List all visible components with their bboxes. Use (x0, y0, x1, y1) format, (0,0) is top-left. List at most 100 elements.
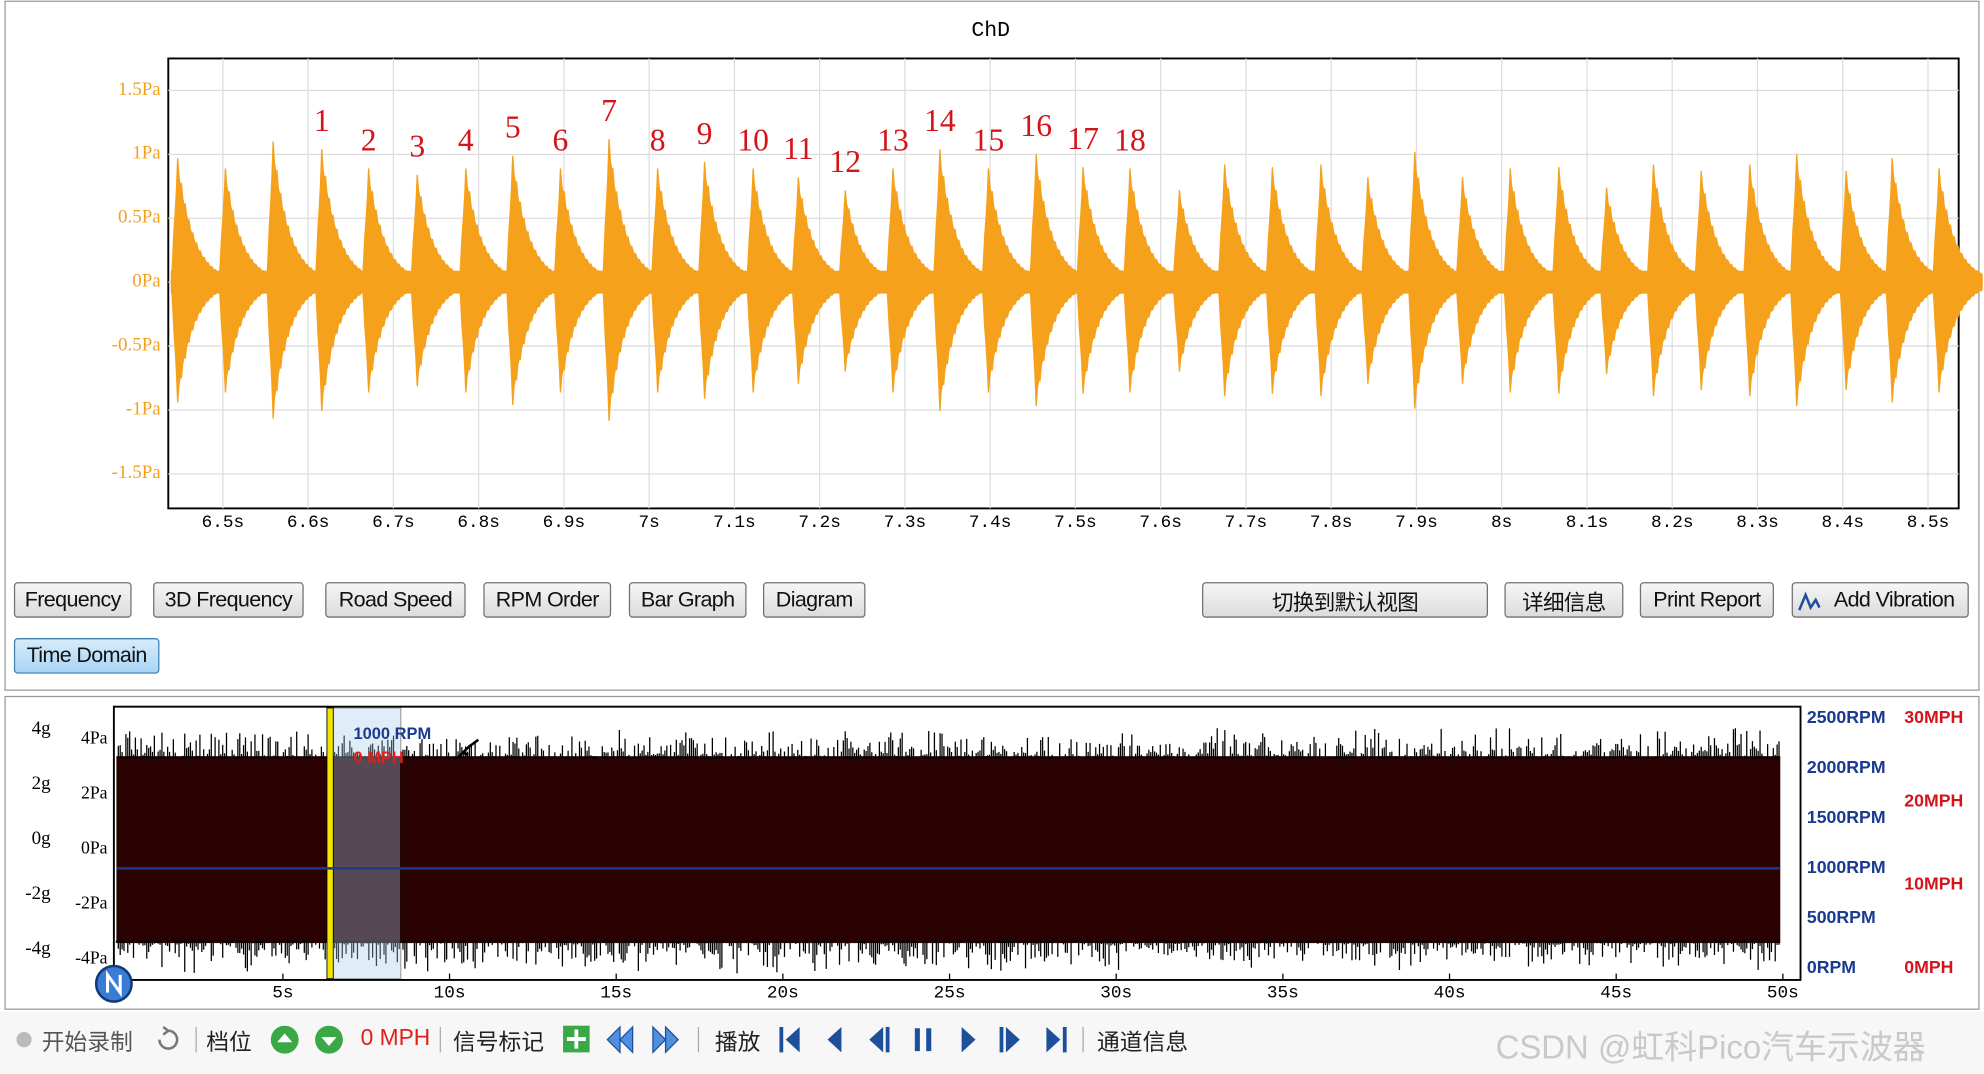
y-tick-label: -4Pa (75, 948, 108, 968)
tab-button[interactable]: RPM Order (483, 582, 612, 618)
x-tick-label: 7.4s (969, 513, 1012, 533)
channel-label[interactable]: 通道信息 (1097, 1029, 1189, 1055)
peak-label: 11 (783, 131, 813, 166)
x-tick-label: 6.5s (202, 513, 245, 533)
peak-label: 10 (737, 122, 769, 157)
peak-label: 2 (361, 122, 377, 157)
x-tick-label: 8.5s (1907, 513, 1950, 533)
y-tick-label: -2Pa (75, 893, 108, 913)
x-tick-label: 7.5s (1054, 513, 1097, 533)
y-tick-label: 0Pa (81, 838, 108, 858)
rpm-tick-label: 1000RPM (1807, 857, 1886, 877)
cursor (326, 707, 334, 980)
tab-button[interactable]: Time Domain (13, 638, 160, 674)
watermark: CSDN @虹科Pico汽车示波器 (1495, 1028, 1926, 1067)
peak-label: 13 (877, 122, 909, 157)
x-tick-label: 7.3s (884, 513, 927, 533)
x-tick-label: 6.8s (457, 513, 500, 533)
peak-label: 4 (458, 122, 474, 157)
speed-label: 0 MPH (360, 1024, 431, 1050)
mph-tick-label: 0MPH (1904, 957, 1953, 977)
selection (330, 707, 402, 980)
x-tick-label: 7s (639, 513, 660, 533)
peak-label: 7 (601, 93, 617, 128)
tab-button[interactable]: Frequency (13, 582, 132, 618)
x-tick-label: 10s (434, 983, 466, 1003)
peak-label: 16 (1020, 108, 1052, 143)
peak-label: 6 (553, 122, 569, 157)
peak-label: 15 (973, 122, 1005, 157)
rpm-tick-label: 0RPM (1807, 957, 1856, 977)
x-tick-label: 8.1s (1566, 513, 1609, 533)
x-tick-label: 8.3s (1736, 513, 1779, 533)
x-tick-label: 25s (934, 983, 966, 1003)
tab-button[interactable]: 3D Frequency (153, 582, 304, 618)
g-tick-label: 2g (32, 773, 51, 794)
x-tick-label: 7.2s (798, 513, 841, 533)
play-label: 播放 (714, 1029, 761, 1055)
marker-label: 信号标记 (452, 1029, 545, 1055)
rpm-tick-label: 2000RPM (1807, 757, 1886, 777)
action-button[interactable]: 详细信息 (1504, 582, 1624, 618)
y-tick-label: 1.5Pa (118, 79, 161, 100)
signal-noise (115, 728, 1780, 974)
tab-button[interactable]: Diagram (762, 582, 866, 618)
rpm-tick-label: 1500RPM (1807, 807, 1886, 827)
x-tick-label: 6.6s (287, 513, 330, 533)
scribble (457, 738, 480, 759)
x-tick-label: 30s (1100, 983, 1132, 1003)
x-tick-label: 45s (1600, 983, 1632, 1003)
rpm-annotation: 1000 RPM (354, 725, 432, 743)
action-button[interactable]: Add Vibration (1791, 582, 1969, 618)
x-tick-label: 8.4s (1821, 513, 1864, 533)
y-tick-label: 4Pa (81, 728, 108, 748)
action-button[interactable]: Print Report (1639, 582, 1774, 618)
y-tick-label: 1Pa (132, 143, 161, 164)
x-tick-label: 50s (1767, 983, 1799, 1003)
peak-label: 5 (505, 109, 521, 144)
chart-title: ChD (971, 19, 1010, 43)
n-letter (106, 970, 122, 998)
x-tick-label: 7.8s (1310, 513, 1353, 533)
gear-label: 档位 (206, 1029, 252, 1055)
peak-label: 9 (697, 116, 713, 151)
mph-tick-label: 30MPH (1904, 707, 1963, 727)
tab-button[interactable]: Bar Graph (628, 582, 747, 618)
x-tick-label: 35s (1267, 983, 1299, 1003)
burst (1932, 168, 1983, 393)
x-tick-label: 15s (600, 983, 632, 1003)
peak-label: 3 (409, 129, 425, 164)
y-tick-label: -1.5Pa (112, 462, 162, 483)
x-tick-label: 8.2s (1651, 513, 1694, 533)
mph-annotation: 0 MPH (354, 749, 404, 767)
y-tick-label: -0.5Pa (112, 334, 162, 355)
rpm-tick-label: 2500RPM (1807, 707, 1886, 727)
peak-label: 8 (650, 122, 666, 157)
mph-tick-label: 10MPH (1904, 874, 1963, 894)
y-tick-label: 2Pa (81, 783, 108, 803)
x-tick-label: 7.1s (713, 513, 756, 533)
x-tick-label: 7.9s (1395, 513, 1438, 533)
g-tick-label: -4g (25, 938, 51, 959)
rpm-tick-label: 500RPM (1807, 907, 1876, 927)
peak-label: 17 (1067, 121, 1099, 156)
tab-button[interactable]: Road Speed (325, 582, 466, 618)
x-tick-label: 6.7s (372, 513, 415, 533)
g-tick-label: -2g (25, 883, 51, 904)
g-tick-label: 0g (32, 828, 51, 849)
signal-band (116, 756, 1781, 944)
y-tick-label: 0Pa (132, 270, 161, 291)
peak-label: 1 (314, 103, 330, 138)
peak-label: 12 (829, 144, 861, 179)
action-button[interactable]: 切换到默认视图 (1202, 582, 1488, 618)
g-tick-label: 4g (32, 718, 51, 739)
mph-tick-label: 20MPH (1904, 790, 1963, 810)
x-tick-label: 40s (1434, 983, 1466, 1003)
x-tick-label: 20s (767, 983, 799, 1003)
peak-label: 18 (1114, 122, 1146, 157)
x-tick-label: 8s (1491, 513, 1512, 533)
x-tick-label: 5s (272, 983, 293, 1003)
record-label[interactable]: 开始录制 (41, 1029, 133, 1055)
